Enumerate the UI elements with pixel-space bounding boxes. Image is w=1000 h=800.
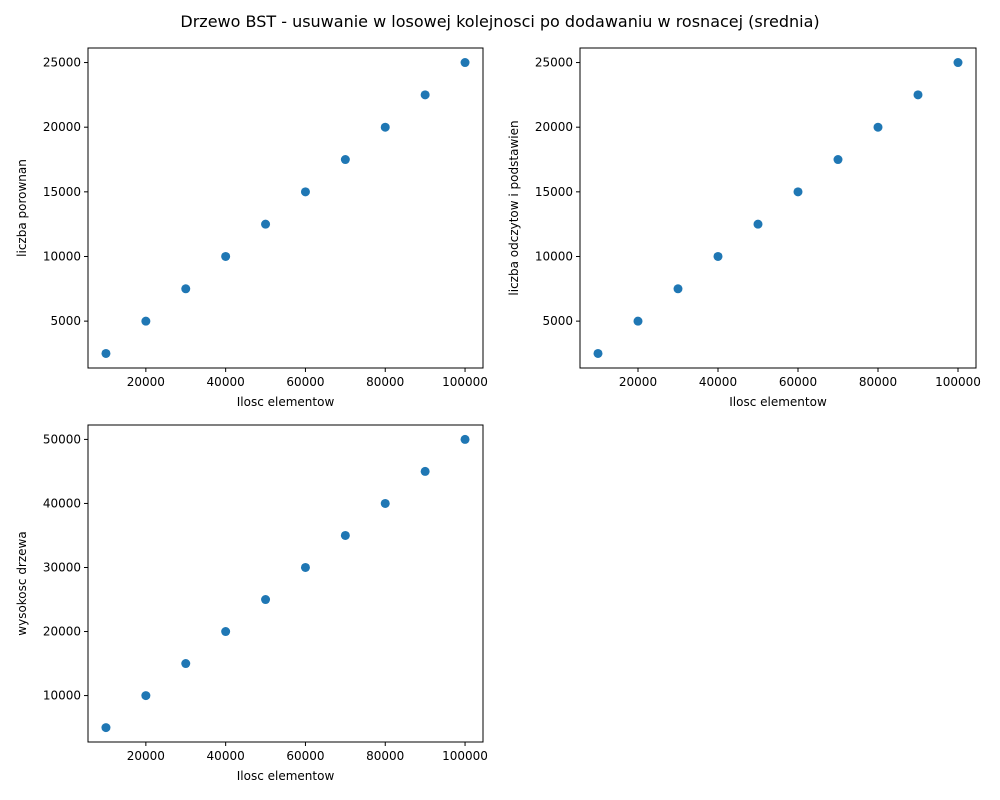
x-axis-label: Ilosc elementow xyxy=(237,769,335,783)
y-tick-label: 15000 xyxy=(535,185,573,199)
x-tick-label: 80000 xyxy=(366,749,404,763)
x-tick-label: 20000 xyxy=(127,749,165,763)
data-point xyxy=(101,348,111,358)
data-point xyxy=(300,187,310,197)
data-point xyxy=(793,187,803,197)
x-axis-label: Ilosc elementow xyxy=(729,395,827,409)
y-tick-label: 50000 xyxy=(43,432,81,446)
x-tick-label: 40000 xyxy=(207,375,245,389)
data-point xyxy=(713,251,723,261)
data-point xyxy=(340,155,350,165)
data-point xyxy=(380,498,390,508)
y-tick-label: 5000 xyxy=(50,314,81,328)
data-point xyxy=(181,659,191,669)
x-tick-label: 100000 xyxy=(442,375,488,389)
x-tick-label: 20000 xyxy=(619,375,657,389)
data-point xyxy=(953,58,963,68)
x-tick-label: 40000 xyxy=(699,375,737,389)
x-tick-label: 80000 xyxy=(366,375,404,389)
data-point xyxy=(420,466,430,476)
subplot-1: 20000 40000 60000 80000 100000 5000 10000 15000… xyxy=(15,47,488,409)
plot-frame xyxy=(579,47,977,369)
y-tick-label: 25000 xyxy=(43,56,81,70)
y-tick-label: 15000 xyxy=(43,185,81,199)
data-point xyxy=(380,122,390,132)
data-point xyxy=(593,348,603,358)
data-point xyxy=(261,595,271,605)
subplot-3: 20000 40000 60000 80000 100000 10000 20000 3000… xyxy=(15,424,488,783)
x-tick-label: 60000 xyxy=(286,749,324,763)
plot-frame xyxy=(87,424,484,743)
data-point xyxy=(141,316,151,326)
y-tick-label: 25000 xyxy=(535,56,573,70)
data-point xyxy=(420,90,430,100)
y-tick-label: 40000 xyxy=(43,496,81,510)
x-axis-label: Ilosc elementow xyxy=(237,395,335,409)
data-point xyxy=(141,691,151,701)
y-tick-label: 10000 xyxy=(43,689,81,703)
x-tick-label: 80000 xyxy=(859,375,897,389)
x-tick-label: 20000 xyxy=(127,375,165,389)
data-point xyxy=(753,219,763,229)
data-point xyxy=(460,434,470,444)
y-axis-label: liczba porownan xyxy=(15,159,29,257)
y-axis-label: liczba odczytow i podstawien xyxy=(507,120,521,295)
data-point xyxy=(340,530,350,540)
data-point xyxy=(673,284,683,294)
y-tick-label: 5000 xyxy=(542,314,573,328)
data-point xyxy=(460,58,470,68)
data-point xyxy=(873,122,883,132)
y-tick-label: 20000 xyxy=(43,120,81,134)
data-point xyxy=(633,316,643,326)
x-tick-label: 60000 xyxy=(779,375,817,389)
x-tick-label: 100000 xyxy=(935,375,981,389)
data-point xyxy=(221,251,231,261)
plot-frame xyxy=(87,47,484,369)
x-tick-label: 60000 xyxy=(286,375,324,389)
data-point xyxy=(833,155,843,165)
y-axis-label: wysokosc drzewa xyxy=(15,531,29,635)
data-point xyxy=(261,219,271,229)
x-tick-label: 100000 xyxy=(442,749,488,763)
data-point xyxy=(101,723,111,733)
figure-title: Drzewo BST - usuwanie w losowej kolejnos… xyxy=(180,12,820,31)
y-tick-label: 20000 xyxy=(535,120,573,134)
y-tick-label: 10000 xyxy=(535,249,573,263)
data-point xyxy=(300,562,310,572)
y-tick-label: 10000 xyxy=(43,249,81,263)
data-point xyxy=(221,627,231,637)
x-tick-label: 40000 xyxy=(207,749,245,763)
y-tick-label: 30000 xyxy=(43,560,81,574)
subplot-2: 20000 40000 60000 80000 100000 5000 10000 15000… xyxy=(507,47,981,409)
data-point xyxy=(913,90,923,100)
data-point xyxy=(181,284,191,294)
y-tick-label: 20000 xyxy=(43,625,81,639)
